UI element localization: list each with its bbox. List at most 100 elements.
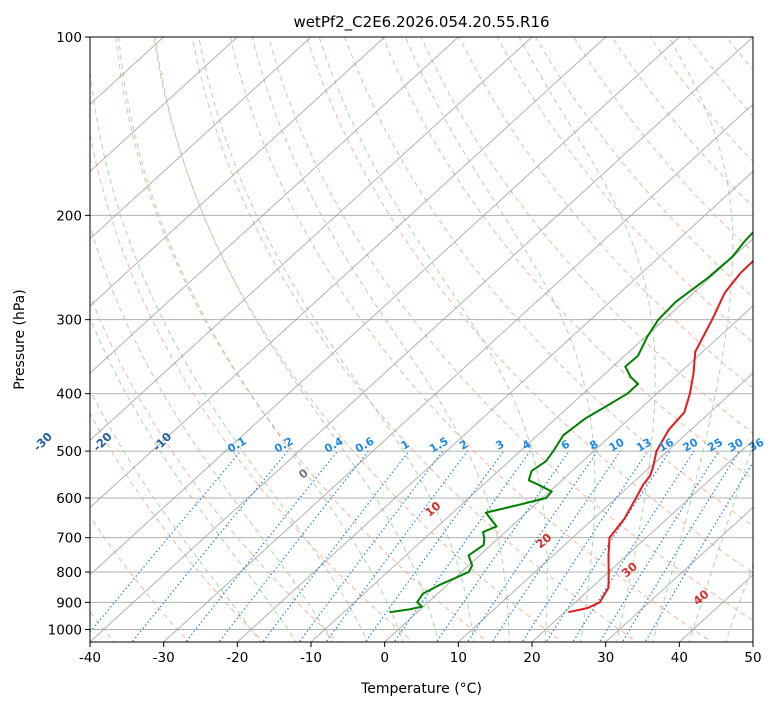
y-tick-label: 900: [56, 595, 82, 611]
mixing-ratio-label: 0.2: [272, 435, 295, 456]
isotherm--40: [90, 37, 753, 642]
mixing-ratio-line-0.4: [185, 450, 339, 642]
x-tick-label: -10: [300, 650, 322, 666]
dry-adiabat-10: [115, 37, 489, 642]
y-tick-label: 1000: [48, 622, 82, 638]
x-axis-label: Temperature (°C): [360, 681, 482, 697]
isotherm-50: [752, 641, 753, 642]
dry-adiabat-label: -10: [150, 429, 175, 454]
mixing-ratio-label: 0.6: [353, 434, 377, 455]
dry-adiabat-label: -20: [90, 429, 115, 454]
dry-adiabat-110: [496, 37, 753, 344]
moist-adiabat-20: [318, 37, 548, 642]
dry-adiabat-30: [191, 37, 638, 642]
dry-adiabat-90: [420, 37, 753, 435]
dry-adiabat-0: [90, 131, 414, 642]
mixing-ratio-label: 13: [634, 436, 654, 455]
y-tick-label: 400: [56, 387, 82, 403]
dry-adiabat-140: [611, 37, 753, 208]
isotherm--20: [236, 170, 753, 642]
isotherm--50: [90, 37, 680, 576]
temperature-profile: [568, 259, 753, 614]
moist-adiabat--20: [90, 389, 261, 642]
mixing-ratio-line-25: [599, 450, 720, 642]
mixing-ratio-line-6: [435, 450, 570, 642]
x-tick-label: 50: [744, 650, 761, 666]
dry-adiabat-80: [382, 37, 753, 481]
moist-adiabat--5: [90, 66, 369, 642]
moist-adiabat-label: 20: [533, 530, 554, 551]
moist-adiabat-15: [251, 37, 510, 642]
moist-adiabat--10: [90, 224, 333, 642]
mixing-ratio-label: 1.5: [427, 435, 450, 456]
isotherm--60: [90, 37, 607, 509]
mixing-ratio-label: 4: [520, 437, 533, 452]
mixing-ratio-line-30: [621, 450, 740, 642]
isotherm-30: [605, 506, 753, 642]
mixing-ratio-label: 25: [705, 436, 725, 455]
dry-adiabat--30: [90, 515, 190, 642]
isotherm-10: [457, 372, 753, 642]
mixing-ratio-line-10: [491, 450, 621, 642]
x-tick-label: -20: [226, 650, 248, 666]
mixing-ratio-label: 36: [746, 435, 766, 454]
moist-adiabat-30: [518, 37, 656, 642]
y-tick-label: 100: [56, 30, 82, 46]
plot-frame: [89, 36, 754, 643]
mixing-ratio-line-1: [262, 450, 410, 642]
dry-adiabat-180: [754, 24, 775, 645]
y-tick-label: 800: [56, 565, 82, 581]
dry-adiabat-160: [687, 37, 753, 117]
moist-adiabat-40: [688, 442, 753, 642]
mixing-ratio-line-8: [466, 450, 599, 642]
y-tick-label: 300: [56, 313, 82, 329]
dry-adiabat-40: [229, 37, 713, 642]
y-tick-label: 500: [56, 444, 82, 460]
isotherm--70: [90, 37, 533, 442]
mixing-ratio-label: 20: [681, 435, 701, 454]
mixing-ratio-line-36: [644, 461, 753, 642]
plot-background: [90, 24, 775, 645]
mixing-ratio-label: 3: [493, 438, 506, 453]
dry-adiabat-50: [267, 37, 753, 622]
moist-adiabat-label: 40: [690, 587, 711, 608]
y-tick-label: 700: [56, 531, 82, 547]
isotherm--110: [90, 37, 238, 173]
isotherm--80: [90, 37, 459, 374]
mixing-ratio-label: 6: [559, 437, 572, 452]
dry-adiabat-label: -30: [30, 429, 55, 454]
moist-adiabat-10: [198, 37, 475, 642]
x-tick-label: -30: [153, 650, 175, 666]
mixing-ratio-line-2: [325, 450, 468, 642]
moist-adiabat-5: [154, 37, 439, 642]
mixing-ratio-label: 16: [656, 435, 676, 454]
mixing-ratio-line-0.1: [90, 450, 242, 633]
mixing-ratio-line-13: [521, 450, 649, 642]
mixing-ratio-label: 1: [399, 438, 412, 453]
moist-adiabat-label: 10: [422, 499, 443, 520]
plot-profiles: [389, 231, 753, 614]
isotherm--90: [90, 37, 386, 307]
mixing-ratio-label: 0.1: [225, 435, 248, 456]
moist-adiabat-0: [118, 37, 404, 642]
axes: -40 -30 -20 -10 0 10 20 30 40 5010020030040050060…: [48, 30, 762, 666]
mixing-ratio-line-0.6: [218, 450, 369, 642]
isotherm--30: [163, 103, 753, 642]
moist-adiabat-35: [652, 37, 734, 642]
moist-adiabat-25: [404, 37, 596, 642]
dry-adiabat-70: [344, 37, 753, 527]
x-tick-label: 20: [523, 650, 540, 666]
mixing-ratio-line-4: [393, 450, 531, 642]
isotherm-0: [384, 305, 753, 642]
plot-line-labels: 0.10.20.40.611.52346810131620253036-100-…: [30, 429, 766, 608]
mixing-ratio-label: 10: [607, 435, 627, 454]
dry-adiabat-150: [649, 37, 753, 163]
mixing-ratio-line-20: [572, 450, 695, 642]
isotherm-20: [531, 439, 753, 642]
moist-adiabat-label: 0: [296, 466, 311, 482]
y-tick-label: 200: [56, 208, 82, 224]
dry-adiabat-100: [458, 37, 753, 389]
dry-adiabat-170: [725, 37, 753, 71]
moist-adiabat--15: [90, 316, 297, 642]
